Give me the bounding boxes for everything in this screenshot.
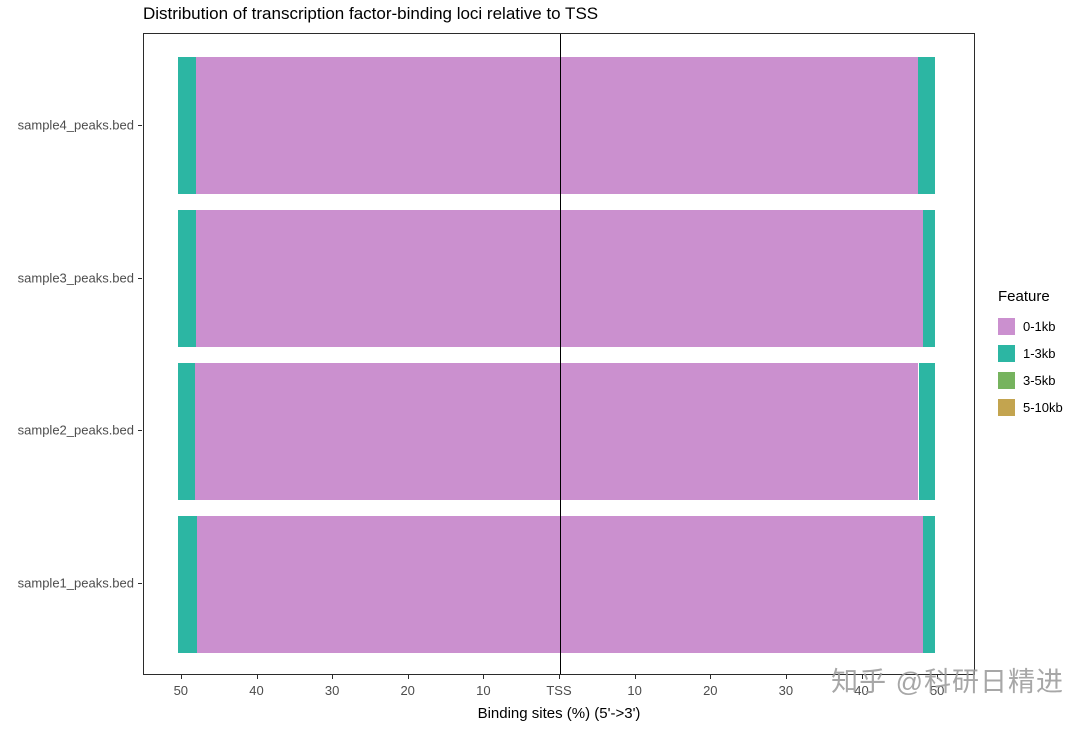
x-axis-tick-label: 50 — [929, 683, 945, 698]
plot-panel — [143, 33, 975, 675]
bar-segment-0-1kb — [194, 362, 919, 501]
x-axis-tick-label: 20 — [703, 683, 718, 698]
legend-swatch-icon — [998, 318, 1015, 335]
x-axis-tick — [785, 675, 787, 679]
bar-segment-1-3kb — [923, 515, 936, 654]
legend-entry: 5-10kb — [998, 394, 1063, 421]
bar-segment-1-3kb — [178, 515, 197, 654]
x-axis-tick — [332, 675, 334, 679]
x-axis-tick — [937, 675, 939, 679]
x-axis-tick-label: 10 — [476, 683, 491, 698]
x-axis-tick-label: 30 — [324, 683, 340, 698]
y-axis-tick — [138, 124, 142, 126]
bar-segment-1-3kb — [178, 362, 195, 501]
x-axis-tick — [634, 675, 636, 679]
legend-entry: 3-5kb — [998, 367, 1063, 394]
legend-entry: 1-3kb — [998, 340, 1063, 367]
bar-segment-1-3kb — [917, 56, 936, 195]
y-axis-tick — [138, 430, 142, 432]
x-axis-tick-label: 20 — [400, 683, 415, 698]
legend-title: Feature — [998, 288, 1050, 305]
bar-segment-1-3kb — [923, 209, 936, 348]
legend-entries: 0-1kb 1-3kb 3-5kb 5-10kb — [998, 313, 1063, 421]
tss-reference-line — [560, 34, 561, 674]
bar-segment-0-1kb — [196, 209, 924, 348]
legend-swatch-icon — [998, 345, 1015, 362]
y-axis-tick — [138, 583, 142, 585]
y-axis-label: sample3_peaks.bed — [17, 270, 134, 286]
y-axis-label: sample2_peaks.bed — [17, 422, 134, 438]
legend-label: 0-1kb — [1023, 319, 1056, 334]
legend-label: 3-5kb — [1023, 373, 1056, 388]
x-axis-tick-label: TSS — [546, 683, 572, 698]
bar-segment-0-1kb — [196, 56, 918, 195]
x-axis-title: Binding sites (%) (5'->3') — [477, 705, 641, 722]
bar-segment-1-3kb — [178, 56, 197, 195]
legend-swatch-icon — [998, 399, 1015, 416]
x-axis-tick-label: 50 — [173, 683, 189, 698]
x-axis-tick — [256, 675, 258, 679]
legend-swatch-icon — [998, 372, 1015, 389]
y-axis-tick — [138, 277, 142, 279]
x-axis-tick-label: 10 — [627, 683, 642, 698]
watermark: 知乎 @科研日精进 — [831, 667, 1064, 697]
legend-label: 1-3kb — [1023, 346, 1056, 361]
legend-label: 5-10kb — [1023, 400, 1063, 415]
y-axis-label: sample4_peaks.bed — [17, 117, 134, 133]
x-axis-tick-label: 40 — [854, 683, 869, 698]
x-axis-tick — [407, 675, 409, 679]
bar-segment-0-1kb — [196, 515, 923, 654]
x-axis-tick-label: 30 — [778, 683, 794, 698]
legend-entry: 0-1kb — [998, 313, 1063, 340]
x-axis-tick — [483, 675, 485, 679]
chart-title: Distribution of transcription factor-bin… — [143, 4, 599, 23]
bar-segment-1-3kb — [178, 209, 197, 348]
x-axis-tick-label: 40 — [249, 683, 264, 698]
x-axis-tick — [861, 675, 863, 679]
legend: Feature 0-1kb 1-3kb 3-5kb 5-10kb — [998, 288, 1063, 421]
y-axis-label: sample1_peaks.bed — [17, 575, 134, 591]
x-axis-tick — [180, 675, 182, 679]
bar-segment-1-3kb — [918, 362, 936, 501]
x-axis-tick — [710, 675, 712, 679]
x-axis-tick — [559, 675, 560, 679]
